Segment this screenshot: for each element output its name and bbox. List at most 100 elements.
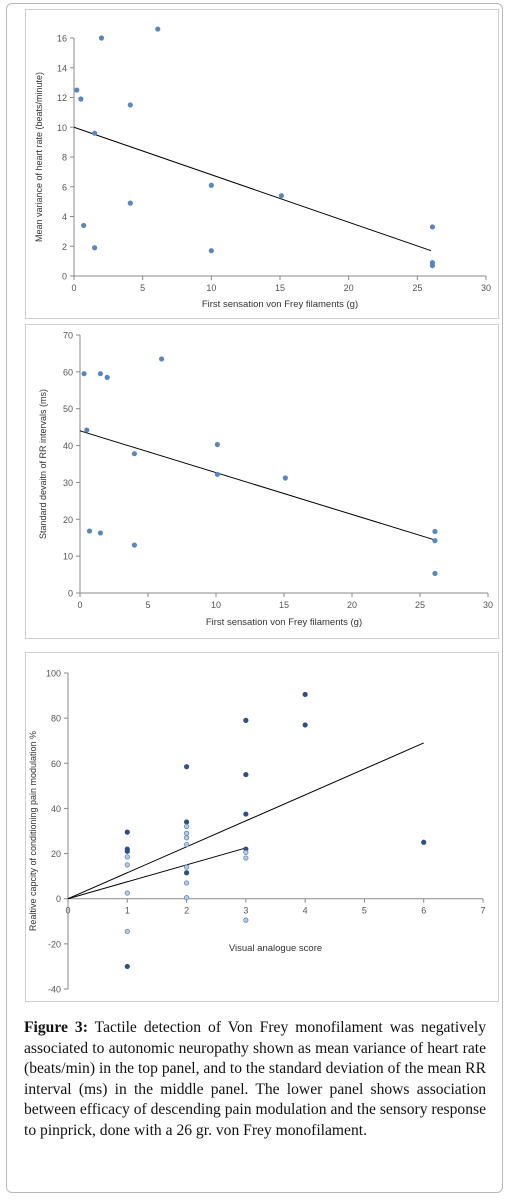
chart2-data-point <box>159 356 165 362</box>
chart2-y-axis-label: Standard devaitn of RR intervals (ms) <box>38 389 48 539</box>
chart2-x-tick-label: 10 <box>211 600 221 610</box>
chart1-data-point <box>155 26 161 32</box>
chart-svg-pain-modulation: -40 -20 0 20 40 60 80 100 0 1 2 3 4 5 6 7 Visual analogu… <box>28 669 486 995</box>
chart3-x-tick-label: 6 <box>421 906 426 916</box>
chart1-x-tick-label: 0 <box>71 283 76 293</box>
chart3-data-point <box>421 839 427 845</box>
chart1-data-point <box>208 248 214 254</box>
chart2-data-point <box>432 570 438 577</box>
chart3-x-tick-label: 2 <box>184 906 189 916</box>
chart3-x-tick-label: 4 <box>303 906 308 916</box>
chart3-data-point <box>124 848 130 854</box>
chart-panel-rr-interval-sd: 0 10 20 30 40 50 60 70 0 5 10 15 20 25 30 First sensati… <box>25 324 499 639</box>
chart-panel-pain-modulation: -40 -20 0 20 40 60 80 100 0 1 2 3 4 5 6 7 Visual analogu… <box>25 652 499 1002</box>
chart3-data-point <box>183 841 190 848</box>
chart3-data-point <box>124 890 130 896</box>
chart2-data-point <box>282 475 288 481</box>
chart3-y-tick-label: 0 <box>56 894 61 904</box>
chart3-data-point <box>124 854 130 860</box>
chart2-y-tick-label: 10 <box>63 552 73 562</box>
chart1-x-tick-label: 20 <box>344 283 354 293</box>
chart3-y-tick-label: 100 <box>46 669 61 679</box>
chart2-data-point <box>432 528 438 535</box>
chart2-y-tick-label: 60 <box>63 367 73 377</box>
chart1-x-tick-label: 15 <box>275 283 285 293</box>
chart2-y-tick-label: 30 <box>63 478 73 488</box>
chart2-data-point <box>131 542 137 548</box>
chart3-data-point <box>243 855 249 861</box>
chart3-data-point <box>243 717 249 723</box>
chart1-y-tick-label: 16 <box>57 34 67 44</box>
chart1-y-tick-label: 2 <box>62 242 67 252</box>
chart2-data-point <box>81 371 87 377</box>
chart3-y-tick-label: 20 <box>51 849 61 859</box>
chart3-data-point <box>183 830 190 836</box>
chart1-data-point <box>81 222 87 229</box>
chart2-y-tick-label: 70 <box>63 331 73 341</box>
chart2-data-point <box>97 371 103 377</box>
chart2-data-point <box>214 471 220 477</box>
chart1-y-tick-label: 6 <box>62 182 67 192</box>
chart3-data-point <box>183 870 190 876</box>
chart1-trendline <box>73 126 432 252</box>
chart2-data-point <box>131 451 137 457</box>
chart3-data-point <box>124 963 130 970</box>
chart-svg-rr-interval-sd: 0 10 20 30 40 50 60 70 0 5 10 15 20 25 30 First sensati… <box>38 331 493 629</box>
chart1-data-point <box>429 224 436 230</box>
chart3-data-point <box>124 928 130 935</box>
chart1-y-axis-label: Mean variance of heart rate (beats/minut… <box>34 72 44 242</box>
chart3-trendline <box>67 742 424 900</box>
chart1-x-tick-label: 25 <box>412 283 422 293</box>
chart2-y-tick-label: 0 <box>68 589 73 599</box>
chart2-data-point <box>432 538 438 544</box>
chart2-x-tick-label: 30 <box>483 600 493 610</box>
chart1-y-tick-label: 4 <box>62 212 67 222</box>
figure-caption: Figure 3: Tactile detection of Von Frey … <box>24 1018 486 1141</box>
chart3-x-tick-label: 3 <box>243 906 248 916</box>
chart1-data-point <box>78 96 84 102</box>
chart1-data-point <box>98 35 105 41</box>
chart3-data-point <box>183 880 190 886</box>
chart2-data-point <box>104 374 110 380</box>
chart-panel-heart-rate-variance: 0 2 4 6 8 10 12 14 16 0 5 10 15 20 25 30 First sensation… <box>25 9 499 319</box>
chart2-x-axis-label: First sensation von Frey filaments (g) <box>206 617 362 628</box>
chart3-y-tick-label: 40 <box>51 804 61 814</box>
chart3-data-point <box>183 823 190 830</box>
caption-text: Tactile detection of Von Frey monofilame… <box>24 1019 486 1139</box>
chart1-x-tick-label: 5 <box>140 283 145 293</box>
chart1-y-tick-label: 10 <box>57 123 67 133</box>
chart2-x-tick-label: 5 <box>145 600 150 610</box>
figure-label: Figure 3: <box>24 1019 88 1036</box>
chart3-y-tick-label: -20 <box>48 939 61 949</box>
chart-svg-heart-rate-variance: 0 2 4 6 8 10 12 14 16 0 5 10 15 20 25 30 First sensation… <box>34 26 491 310</box>
chart2-y-tick-label: 50 <box>63 404 73 414</box>
chart2-y-tick-label: 40 <box>63 441 73 451</box>
chart2-x-tick-label: 20 <box>347 600 357 610</box>
chart3-data-point <box>302 722 308 728</box>
chart1-data-point <box>92 245 98 251</box>
chart3-y-axis-label: Realtive capcity of conditioning pain mo… <box>28 731 38 931</box>
chart2-data-point <box>214 441 220 448</box>
chart3-data-point <box>243 771 249 778</box>
chart2-data-point <box>97 530 103 536</box>
chart3-data-point <box>302 691 308 698</box>
chart1-data-point <box>74 87 80 93</box>
chart3-y-tick-label: 60 <box>51 759 61 769</box>
chart1-data-point <box>127 102 133 108</box>
chart2-trendline <box>79 430 434 541</box>
chart1-x-tick-label: 30 <box>481 283 491 293</box>
chart2-x-tick-label: 0 <box>77 600 82 610</box>
chart3-x-axis-label: Visual analogue score <box>229 943 322 954</box>
chart1-data-point <box>278 193 284 199</box>
chart3-data-point <box>183 894 190 901</box>
chart3-trendline <box>67 847 246 900</box>
chart3-x-tick-label: 7 <box>480 906 485 916</box>
chart3-data-point <box>124 829 130 835</box>
chart3-data-point <box>243 849 249 856</box>
chart2-y-tick-label: 20 <box>63 515 73 525</box>
chart3-data-point <box>183 864 190 870</box>
chart1-y-tick-label: 0 <box>62 272 67 282</box>
chart3-x-tick-label: 0 <box>65 906 70 916</box>
chart3-x-tick-label: 1 <box>125 906 130 916</box>
chart2-x-tick-label: 25 <box>415 600 425 610</box>
